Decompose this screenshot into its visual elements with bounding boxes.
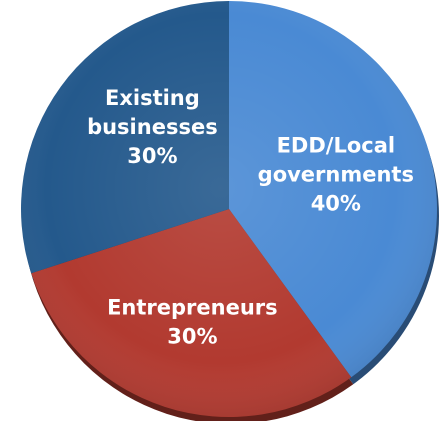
slice-value-1: 30% [167, 324, 217, 348]
slice-label-1: Entrepreneurs 30% [107, 295, 278, 348]
slice-label-2-line-0: Existing [105, 86, 200, 110]
slice-label-1-line-0: Entrepreneurs [107, 295, 278, 319]
slice-label-2: Existing businesses 30% [87, 86, 218, 168]
slice-label-0-line-1: governments [258, 162, 414, 186]
slice-value-2: 30% [127, 144, 177, 168]
slice-label-0-line-0: EDD/Local [277, 133, 396, 157]
pie-slices [20, 1, 438, 418]
slice-value-0: 40% [311, 191, 361, 215]
pie-labels: EDD/Local governments 40%Entrepreneurs 30%E… [87, 86, 414, 348]
slice-label-2-line-1: businesses [87, 115, 218, 139]
slice-label-0: EDD/Local governments 40% [258, 133, 414, 215]
